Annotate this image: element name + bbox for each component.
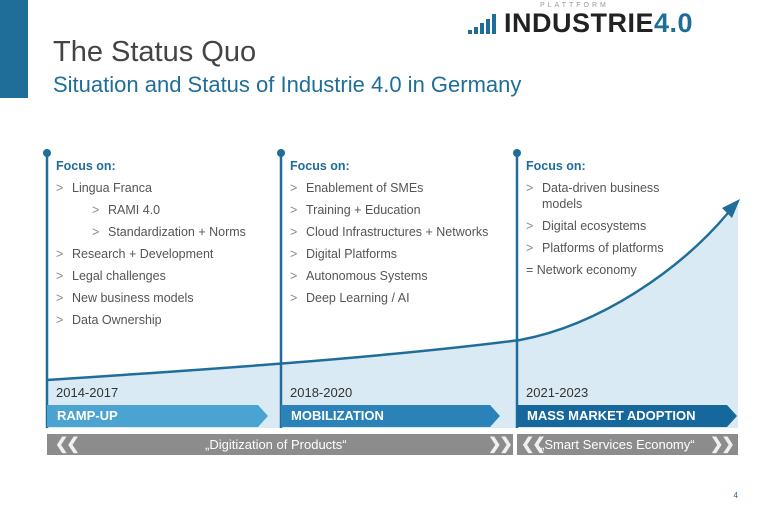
logo-main-text: INDUSTRIE [504, 8, 655, 38]
logo-wordmark: INDUSTRIE4.0 [504, 8, 693, 39]
logo-plattform-text: PLATTFORM [540, 2, 609, 9]
growth-area [47, 205, 738, 428]
years-label-2: 2018-2020 [290, 385, 353, 400]
logo-num-text: 4.0 [654, 8, 694, 38]
page-title: The Status Quo [53, 36, 257, 68]
years-label-1: 2014-2017 [56, 385, 119, 400]
list-item: Deep Learning / AI [290, 290, 505, 306]
band-right [517, 434, 738, 455]
focus-heading: Focus on: [290, 159, 350, 173]
phase-arrow-2 [281, 405, 500, 427]
list-item: Standardization + Norms [56, 224, 271, 240]
logo-bars-icon [468, 14, 496, 34]
list-item: Data-driven business models [526, 180, 696, 212]
chevron-left-icon: ❮❮ [55, 436, 80, 453]
focus-list: Lingua Franca RAMI 4.0 Standardization +… [56, 180, 271, 328]
phase-arrow-1 [47, 405, 268, 427]
band-left [47, 434, 513, 455]
list-item: Legal challenges [56, 268, 271, 284]
list-item: Enablement of SMEs [290, 180, 505, 196]
list-item: Training + Education [290, 202, 505, 218]
accent-bar [0, 0, 28, 98]
list-item: Lingua Franca [56, 180, 271, 196]
phase-label-2: MOBILIZATION [291, 408, 384, 423]
logo: PLATTFORM INDUSTRIE4.0 [468, 2, 738, 38]
page-number: 4 [733, 491, 738, 500]
focus-column-2: Focus on: Enablement of SMEs Training + … [290, 158, 505, 312]
list-item: New business models [56, 290, 271, 306]
list-item: Digital Platforms [290, 246, 505, 262]
band-right-label: „Smart Services Economy“ [540, 437, 695, 452]
focus-column-3: Focus on: Data-driven business models Di… [526, 158, 696, 284]
chevron-right-icon: ❯❯ [488, 436, 513, 453]
focus-list: Data-driven business models Digital ecos… [526, 180, 696, 278]
phase-arrow-3 [517, 405, 737, 427]
list-item: Digital ecosystems [526, 218, 696, 234]
band-left-label: „Digitization of Products“ [205, 437, 347, 452]
growth-curve [46, 212, 729, 382]
list-item: Platforms of platforms [526, 240, 696, 256]
page-subtitle: Situation and Status of Industrie 4.0 in… [53, 72, 522, 97]
focus-column-1: Focus on: Lingua Franca RAMI 4.0 Standar… [56, 158, 271, 334]
years-label-3: 2021-2023 [526, 385, 589, 400]
chevron-left-icon: ❮❮ [521, 436, 546, 453]
list-item: Research + Development [56, 246, 271, 262]
marker-dot-2 [277, 149, 285, 157]
focus-heading: Focus on: [56, 159, 116, 173]
marker-dot-3 [513, 149, 521, 157]
growth-arrowhead [722, 199, 740, 218]
list-item: RAMI 4.0 [56, 202, 271, 218]
chevron-right-icon: ❯❯ [710, 436, 735, 453]
phase-label-3: MASS MARKET ADOPTION [527, 408, 696, 423]
list-item: Data Ownership [56, 312, 271, 328]
list-item: Cloud Infrastructures + Networks [290, 224, 505, 240]
marker-dot-1 [43, 149, 51, 157]
list-item: = Network economy [526, 263, 637, 277]
focus-list: Enablement of SMEs Training + Education … [290, 180, 505, 306]
focus-heading: Focus on: [526, 159, 586, 173]
list-item: Autonomous Systems [290, 268, 505, 284]
phase-label-1: RAMP-UP [57, 408, 118, 423]
